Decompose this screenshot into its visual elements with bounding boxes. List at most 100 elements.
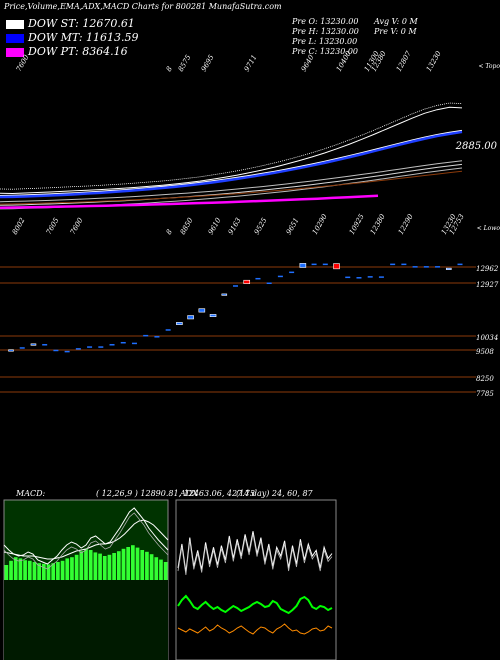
macd-histogram-bar [88,550,93,580]
macd-histogram-bar [18,558,23,580]
price-candle [221,293,228,296]
adx-minus-di-line [177,623,333,635]
ema-top-label: 8575 [177,53,193,73]
macd-histogram-bar [9,560,13,580]
price-candle [401,263,407,266]
price-top-label: 9525 [253,216,269,236]
macd-histogram-bar [41,563,46,580]
legend-swatch-pt [6,47,24,57]
ema-series-line [0,163,463,206]
price-candle [176,322,183,325]
legend-dow-pt: DOW PT: 8364.16 [6,45,128,58]
legend-label-pt: DOW PT: 8364.16 [28,45,128,58]
price-candle [109,344,115,346]
macd-histogram-bar [149,554,154,580]
price-candle [75,348,81,350]
price-candle [98,346,104,348]
adx-plus-di-line [177,594,333,615]
price-candle [299,263,307,268]
macd-histogram-bar [102,556,107,580]
macd-params: ( 12,26,9 ) 12890.81, 12463.06, 427.75 [96,489,255,498]
macd-lower-shade [4,580,168,660]
price-candle [19,347,25,349]
price-candle [87,346,93,348]
adx-label: ADX [179,489,198,498]
price-candle [53,349,59,352]
macd-histogram-bar [79,551,84,580]
info-high: Pre H: 13230.00 [292,27,359,36]
macd-histogram-bar [37,563,41,580]
info-pre-volume: Pre V: 0 M [374,27,417,36]
macd-histogram-bar [98,553,102,580]
price-candle [412,266,418,268]
macd-histogram-bar [121,548,126,580]
adx-line [177,531,333,573]
price-candle [356,277,362,279]
info-close: Pre C: 13230.00 [292,47,359,56]
macd-histogram-bar [93,552,98,580]
price-candle [266,282,272,285]
price-candle [8,349,14,352]
price-candle [311,263,317,266]
price-top-label: 9163 [227,216,243,236]
info-avg-volume: Avg V: 0 M [374,17,418,26]
macd-histogram-bar [131,545,135,580]
ema-top-label: 9711 [243,54,259,73]
macd-histogram-bar [56,562,60,580]
legend-dow-mt: DOW MT: 11613.59 [6,31,139,44]
legend-swatch-mt [6,33,24,43]
price-candle [233,285,238,287]
adx-panel-frame [175,499,337,660]
macd-histogram-bar [46,564,51,580]
price-corner-label: < Lowo [477,225,500,232]
price-candle [243,279,251,284]
macd-histogram-bar [126,547,131,580]
price-level-label: 8250 [476,375,494,383]
legend-swatch-st [6,19,24,29]
price-candle [131,342,137,345]
macd-histogram-bar [74,554,79,580]
price-top-label: 12380 [369,212,387,236]
price-candle [435,266,441,268]
price-candle [154,336,160,338]
price-top-label: 8002 [11,216,27,236]
legend-label-st: DOW ST: 12670.61 [28,17,135,30]
price-candle [30,343,37,346]
price-level-label: 12962 [476,265,499,273]
ema-top-label: 10400 [335,49,353,73]
price-candle [255,277,261,280]
price-candle [289,271,295,274]
price-top-label: 10290 [311,212,329,236]
chart-title: Price,Volume,EMA,ADX,MACD Charts for 800… [4,2,282,11]
info-open: Pre O: 13230.00 [292,17,359,26]
macd-histogram-bar [116,551,121,580]
macd-histogram-bar [32,562,37,580]
macd-histogram-bar [27,560,32,580]
adx-line-shadow [177,534,333,576]
price-candle [378,276,384,278]
price-top-label: 8 [165,228,174,236]
macd-histogram-bar [65,558,70,580]
ema-series-line [0,129,463,196]
price-top-label: 7600 [69,216,85,236]
ema-series-line [0,160,463,203]
info-low: Pre L: 13230.00 [292,37,358,46]
ema-top-label: 13230 [425,49,443,73]
ema-series-line [0,170,463,205]
macd-histogram-bar [84,548,88,580]
macd-histogram-bar [154,557,159,580]
price-candle [367,276,373,278]
legend-dow-st: DOW ST: 12670.61 [6,17,135,30]
macd-histogram-bar [4,565,9,580]
price-candle [333,263,340,270]
price-candle [445,267,452,270]
price-candle [198,308,206,313]
price-level-label: 7785 [476,390,494,398]
ema-top-label: 12807 [395,49,413,73]
ema-top-label: 8 [165,65,174,73]
price-level-label: 12927 [476,281,499,289]
ema-right-label: 2885.00 [455,141,498,152]
price-candle [42,344,48,346]
ema-corner-label: < Topo [478,63,500,70]
